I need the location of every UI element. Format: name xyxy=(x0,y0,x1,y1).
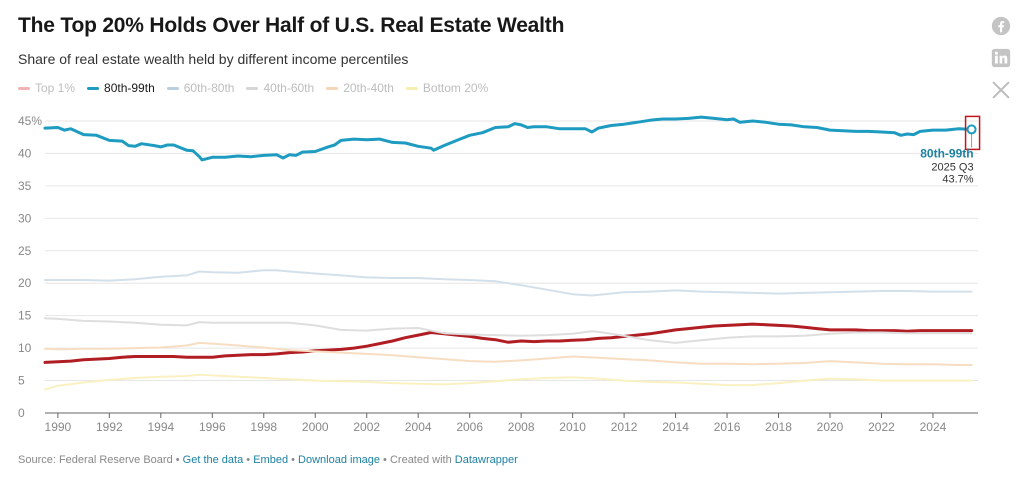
linkedin-icon[interactable] xyxy=(990,47,1012,69)
legend-item-20th-40th[interactable]: 20th-40th xyxy=(326,81,394,95)
x-tick-label: 2022 xyxy=(868,420,895,434)
chart-title: The Top 20% Holds Over Half of U.S. Real… xyxy=(18,14,565,37)
tooltip-period: 2025 Q3 xyxy=(931,161,973,173)
x-tick-label: 2012 xyxy=(611,420,638,434)
x-tick-label: 2002 xyxy=(353,420,380,434)
legend-item-bottom-20[interactable]: Bottom 20% xyxy=(405,81,489,95)
legend-swatch xyxy=(87,86,100,90)
x-tick-label: 1994 xyxy=(147,420,174,434)
x-tick-label: 2004 xyxy=(405,420,432,434)
x-tick-label: 2016 xyxy=(714,420,741,434)
y-tick-label: 40 xyxy=(18,146,32,160)
facebook-icon[interactable] xyxy=(990,15,1012,37)
chart-subtitle: Share of real estate wealth held by diff… xyxy=(18,51,409,67)
legend-label: 20th-40th xyxy=(343,81,394,95)
legend-swatch xyxy=(246,86,259,90)
embed-link[interactable]: Embed xyxy=(253,454,289,466)
created-with-text: Created with xyxy=(389,454,452,466)
source-text: Source: Federal Reserve Board xyxy=(18,454,173,466)
legend-label: 60th-80th xyxy=(183,81,235,95)
x-tick-label: 2008 xyxy=(508,420,535,434)
tooltip-series: 80th-99th xyxy=(920,146,973,160)
y-tick-label: 5 xyxy=(18,374,25,388)
legend-label: Top 1% xyxy=(35,81,76,95)
x-tick-label: 2018 xyxy=(765,420,792,434)
legend-label: 40th-60th xyxy=(263,81,315,95)
series-line-top-1-[interactable] xyxy=(43,322,974,364)
y-tick-label: 20 xyxy=(18,276,32,290)
x-tick-label: 2010 xyxy=(559,420,586,434)
x-tick-label: 1998 xyxy=(250,420,277,434)
legend-item-80th-99th[interactable]: 80th-99th xyxy=(87,81,155,95)
y-tick-label: 0 xyxy=(18,406,25,420)
y-tick-label: 35 xyxy=(18,179,32,193)
legend-swatch xyxy=(18,86,30,90)
x-icon[interactable] xyxy=(990,79,1012,101)
y-tick-label: 15 xyxy=(18,309,32,323)
highlight-box xyxy=(964,115,981,151)
legend-swatch xyxy=(326,86,339,90)
get-data-link[interactable]: Get the data xyxy=(182,454,244,466)
legend-swatch xyxy=(405,86,418,90)
chart-grid: 0 5 10 15 20 25 30 35 40 45% 1990 1992 1994 1996 1998 2… xyxy=(18,114,978,434)
x-tick-label: 1996 xyxy=(199,420,226,434)
chart-series xyxy=(43,115,974,391)
line-chart: 0 5 10 15 20 25 30 35 40 45% 1990 1992 1994 1996 1998 2… xyxy=(18,114,981,434)
legend-label: Bottom 20% xyxy=(422,81,489,95)
chart-legend: Top 1% 80th-99th 60th-80th 40th-60th 20t… xyxy=(18,81,500,95)
y-tick-label: 45% xyxy=(18,114,42,128)
legend-label: 80th-99th xyxy=(104,81,155,95)
y-tick-label: 30 xyxy=(18,211,32,225)
x-tick-label: 2006 xyxy=(456,420,483,434)
legend-item-top-1[interactable]: Top 1% xyxy=(18,81,75,95)
legend-swatch xyxy=(166,86,179,90)
highlight-point[interactable] xyxy=(966,124,977,135)
chart-footer: Source: Federal Reserve Board • Get the … xyxy=(18,454,518,466)
series-line-bottom-20-[interactable] xyxy=(44,373,973,391)
y-tick-label: 25 xyxy=(18,244,32,258)
x-tick-label: 2024 xyxy=(920,420,947,434)
legend-item-40th-60th[interactable]: 40th-60th xyxy=(246,81,314,95)
legend-item-60th-80th[interactable]: 60th-80th xyxy=(166,81,235,95)
y-tick-label: 10 xyxy=(18,341,32,355)
series-line-80th-99th[interactable] xyxy=(43,115,974,162)
tooltip-value: 43.7% xyxy=(942,173,973,185)
x-tick-label: 2014 xyxy=(662,420,689,434)
series-line-60th-80th[interactable] xyxy=(44,269,973,297)
download-image-link[interactable]: Download image xyxy=(298,454,380,466)
series-line-20th-40th[interactable] xyxy=(44,341,973,366)
x-tick-label: 1990 xyxy=(45,420,72,434)
x-tick-label: 2000 xyxy=(302,420,329,434)
datawrapper-link[interactable]: Datawrapper xyxy=(454,454,518,466)
x-tick-label: 1992 xyxy=(96,420,123,434)
x-tick-label: 2020 xyxy=(817,420,844,434)
series-line-40th-60th[interactable] xyxy=(44,317,973,344)
